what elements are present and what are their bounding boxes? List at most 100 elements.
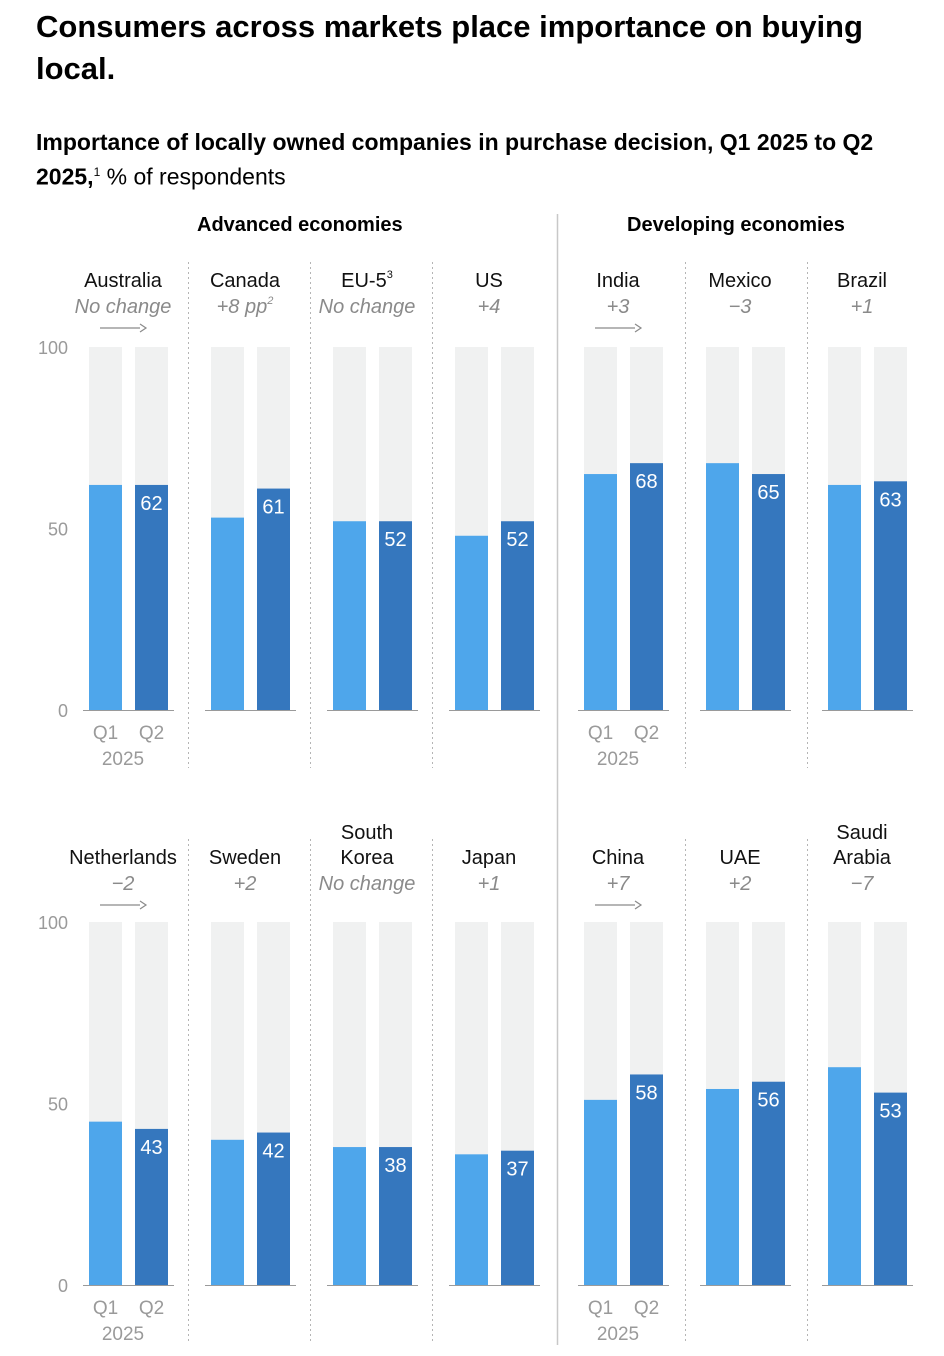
change-label: −2 xyxy=(112,873,135,895)
x-label-q1: Q1 xyxy=(588,723,613,744)
country-name: Arabia xyxy=(833,847,892,869)
group-label-developing: Developing economies xyxy=(627,214,845,236)
x-label-year: 2025 xyxy=(597,1324,639,1345)
subtitle-main: Importance of locally owned companies in… xyxy=(36,129,874,190)
bar-q1 xyxy=(828,484,861,710)
bar-value-label: 37 xyxy=(506,1159,528,1181)
bar-value-label: 53 xyxy=(879,1101,901,1123)
country-name: US xyxy=(475,270,503,292)
bar-q1 xyxy=(584,474,617,710)
x-label-q1: Q1 xyxy=(93,1298,118,1319)
y-tick-label: 100 xyxy=(38,338,68,358)
country-name: Sweden xyxy=(209,847,281,869)
country-name: Netherlands xyxy=(69,847,177,869)
change-label: +2 xyxy=(234,873,257,895)
bar-value-label: 61 xyxy=(262,497,284,519)
country-name: Canada xyxy=(210,270,281,292)
change-label: −3 xyxy=(729,296,752,318)
change-label: +8 pp2 xyxy=(217,295,274,318)
bar-q1 xyxy=(89,1121,122,1285)
country-name: Mexico xyxy=(708,270,771,292)
bar-q2 xyxy=(135,484,168,710)
chart-subtitle: Importance of locally owned companies in… xyxy=(36,127,896,192)
x-label-q2: Q2 xyxy=(634,723,659,744)
y-tick-label: 50 xyxy=(48,1095,68,1115)
bar-value-label: 62 xyxy=(140,493,162,515)
bar-q2 xyxy=(630,1074,663,1285)
bar-value-label: 52 xyxy=(384,529,406,551)
x-label-year: 2025 xyxy=(102,749,144,770)
bar-q1 xyxy=(584,1099,617,1285)
country-name: Australia xyxy=(84,270,163,292)
change-label: +3 xyxy=(607,296,630,318)
change-label: +2 xyxy=(729,873,752,895)
bar-value-label: 52 xyxy=(506,529,528,551)
bar-value-label: 68 xyxy=(635,471,657,493)
bar-value-label: 42 xyxy=(262,1141,284,1163)
bar-q1 xyxy=(828,1067,861,1285)
country-name-footnote: 3 xyxy=(387,269,393,281)
country-name: Brazil xyxy=(837,270,887,292)
x-label-q2: Q2 xyxy=(139,1298,164,1319)
x-label-year: 2025 xyxy=(597,749,639,770)
bar-q1 xyxy=(455,1154,488,1285)
group-label-advanced: Advanced economies xyxy=(197,214,403,236)
y-tick-label: 100 xyxy=(38,913,68,933)
bar-q2 xyxy=(874,481,907,710)
bar-q2 xyxy=(135,1128,168,1285)
bar-q2 xyxy=(752,474,785,710)
bar-value-label: 63 xyxy=(879,489,901,511)
country-name: Japan xyxy=(462,847,517,869)
bar-value-label: 38 xyxy=(384,1155,406,1177)
bar-q1 xyxy=(89,484,122,710)
bar-value-label: 65 xyxy=(757,482,779,504)
country-name: Korea xyxy=(340,847,394,869)
bar-q2 xyxy=(752,1081,785,1285)
bar-value-label: 56 xyxy=(757,1090,779,1112)
bar-q2 xyxy=(257,488,290,710)
bar-q2 xyxy=(501,1150,534,1285)
bar-q1 xyxy=(211,1139,244,1285)
change-label: −7 xyxy=(851,873,875,895)
change-arrow-head xyxy=(139,900,148,910)
country-name: South xyxy=(341,822,393,844)
bar-q2 xyxy=(874,1092,907,1285)
change-label: No change xyxy=(75,296,172,318)
subtitle-footnote: 1 xyxy=(93,165,101,179)
x-label-q1: Q1 xyxy=(588,1298,613,1319)
change-label: +4 xyxy=(478,296,501,318)
bar-q1 xyxy=(333,1147,366,1285)
country-name: China xyxy=(592,847,645,869)
bar-q2 xyxy=(379,521,412,710)
chart-title: Consumers across markets place importanc… xyxy=(36,9,863,86)
bar-q2 xyxy=(501,521,534,710)
change-label-footnote: 2 xyxy=(266,295,273,307)
change-arrow-head xyxy=(634,323,643,333)
y-tick-label: 50 xyxy=(48,520,68,540)
country-name: UAE xyxy=(719,847,760,869)
bar-value-label: 58 xyxy=(635,1082,657,1104)
x-label-q2: Q2 xyxy=(139,723,164,744)
country-name: Saudi xyxy=(836,822,887,844)
change-label: +1 xyxy=(478,873,501,895)
bar-q2 xyxy=(379,1147,412,1285)
bar-q2 xyxy=(257,1132,290,1285)
country-name: EU-53 xyxy=(341,269,393,292)
y-tick-label: 0 xyxy=(58,1276,68,1296)
subtitle-unit: % of respondents xyxy=(106,163,286,190)
bar-q1 xyxy=(706,463,739,710)
change-label: No change xyxy=(319,873,416,895)
change-arrow-head xyxy=(634,900,643,910)
bar-q1 xyxy=(706,1088,739,1285)
bar-q1 xyxy=(333,521,366,710)
change-label: +7 xyxy=(607,873,631,895)
bar-q1 xyxy=(455,535,488,710)
change-arrow-head xyxy=(139,323,148,333)
x-label-q2: Q2 xyxy=(634,1298,659,1319)
x-label-q1: Q1 xyxy=(93,723,118,744)
change-label: +1 xyxy=(851,296,874,318)
bar-q1 xyxy=(211,517,244,710)
bar-value-label: 43 xyxy=(140,1137,162,1159)
y-tick-label: 0 xyxy=(58,701,68,721)
